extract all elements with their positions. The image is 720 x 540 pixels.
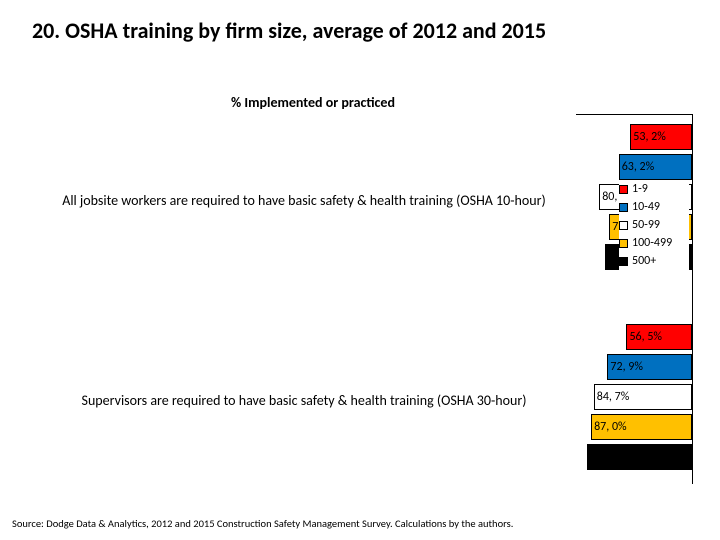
axis-top	[576, 114, 692, 115]
legend-item-1: 10-49	[619, 198, 689, 216]
legend-item-0: 1-9	[619, 180, 689, 198]
source-note: Source: Dodge Data & Analytics, 2012 and…	[12, 517, 513, 530]
legend-item-4: 500+	[619, 252, 689, 270]
legend-label-0: 1-9	[632, 182, 648, 196]
legend-label-4: 500+	[632, 254, 656, 268]
legend-item-2: 50-99	[619, 216, 689, 234]
datalabel-1-0: 56, 5%	[629, 330, 662, 344]
legend-swatch-1	[619, 203, 628, 212]
legend-swatch-3	[619, 239, 628, 248]
legend-item-3: 100-499	[619, 234, 689, 252]
legend-swatch-0	[619, 185, 628, 194]
legend-label-3: 100-499	[632, 236, 672, 250]
category-label-1: Supervisors are required to have basic s…	[44, 392, 564, 409]
datalabel-0-0: 53, 2%	[633, 130, 666, 144]
legend-label-2: 50-99	[632, 218, 660, 232]
chart-subtitle: % Implemented or practiced	[231, 94, 395, 111]
datalabel-1-4: 90, 3%	[590, 450, 623, 464]
legend-swatch-4	[619, 257, 628, 266]
datalabel-0-1: 63, 2%	[622, 160, 655, 174]
legend-swatch-2	[619, 221, 628, 230]
slide: 20. OSHA training by firm size, average …	[0, 0, 720, 540]
legend: 1-9 10-49 50-99 100-499 500+	[619, 180, 689, 270]
chart-area: All jobsite workers are required to have…	[32, 114, 704, 484]
datalabel-1-3: 87, 0%	[594, 420, 627, 434]
axis-right	[692, 114, 693, 484]
legend-label-1: 10-49	[632, 200, 660, 214]
datalabel-1-2: 84, 7%	[597, 390, 630, 404]
category-label-0: All jobsite workers are required to have…	[44, 192, 564, 209]
datalabel-1-1: 72, 9%	[610, 360, 643, 374]
chart-title: 20. OSHA training by firm size, average …	[32, 18, 592, 44]
